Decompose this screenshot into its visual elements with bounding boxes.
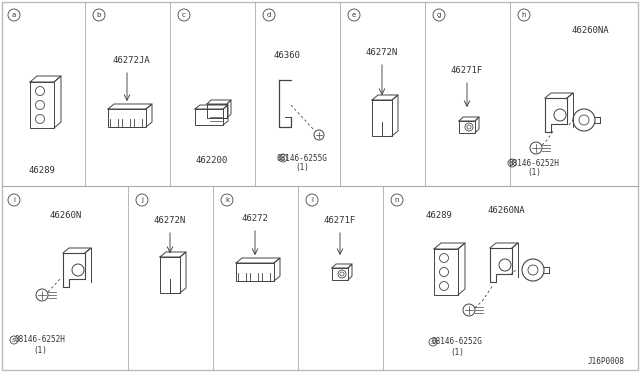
Text: 46289: 46289: [29, 166, 56, 174]
Bar: [195, 109, 223, 125]
Text: J16P0008: J16P0008: [588, 357, 625, 366]
Polygon shape: [63, 253, 85, 287]
Text: (1): (1): [527, 167, 541, 176]
Text: l: l: [311, 197, 313, 203]
Text: 46272JA: 46272JA: [112, 55, 150, 64]
Text: 462200: 462200: [196, 155, 228, 164]
Text: 46271F: 46271F: [324, 215, 356, 224]
Text: S: S: [510, 160, 514, 166]
Text: b: b: [97, 12, 101, 18]
Bar: [372, 100, 392, 136]
Text: 46260NA: 46260NA: [487, 205, 525, 215]
Text: 46360: 46360: [273, 51, 300, 60]
Text: 08146-6252G: 08146-6252G: [431, 337, 483, 346]
Text: (1): (1): [295, 163, 309, 171]
Text: 46260N: 46260N: [50, 211, 82, 219]
Bar: [459, 121, 475, 133]
Text: 46272: 46272: [241, 214, 268, 222]
Text: 46260NA: 46260NA: [571, 26, 609, 35]
Text: 08146-6255G: 08146-6255G: [276, 154, 328, 163]
Bar: [30, 82, 54, 128]
Bar: [236, 263, 274, 281]
Text: a: a: [12, 12, 16, 18]
Text: S: S: [431, 340, 435, 344]
Text: d: d: [267, 12, 271, 18]
Bar: [108, 109, 146, 127]
Text: 46272N: 46272N: [366, 48, 398, 57]
Text: c: c: [182, 12, 186, 18]
Text: 46272N: 46272N: [154, 215, 186, 224]
Text: k: k: [225, 197, 229, 203]
Text: (1): (1): [450, 347, 464, 356]
Text: S: S: [12, 337, 16, 343]
Bar: [434, 249, 458, 295]
Text: 46271F: 46271F: [451, 65, 483, 74]
Text: e: e: [352, 12, 356, 18]
Text: 08146-6252H: 08146-6252H: [509, 158, 559, 167]
Text: 08146-6252H: 08146-6252H: [15, 336, 65, 344]
Text: i: i: [13, 197, 15, 203]
Text: j: j: [141, 197, 143, 203]
Text: 46289: 46289: [426, 211, 452, 219]
Text: g: g: [437, 12, 441, 18]
Text: S: S: [281, 155, 285, 160]
Polygon shape: [490, 248, 512, 282]
Text: n: n: [395, 197, 399, 203]
Bar: [332, 268, 348, 280]
Text: h: h: [522, 12, 526, 18]
Text: (1): (1): [33, 346, 47, 355]
Bar: [160, 257, 180, 293]
Bar: [207, 104, 227, 118]
Polygon shape: [545, 98, 567, 132]
